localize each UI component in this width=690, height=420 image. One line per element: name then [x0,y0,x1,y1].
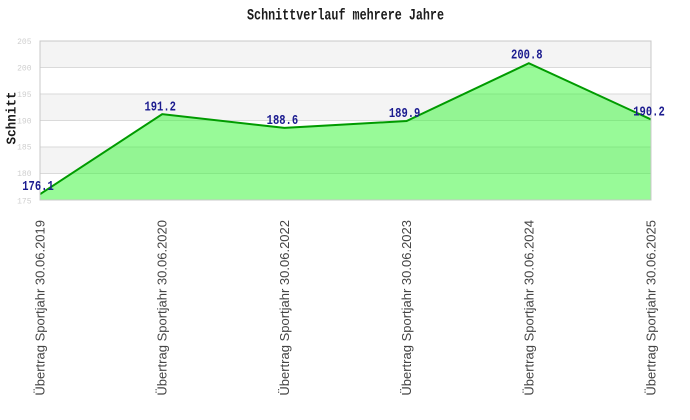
svg-text:176.1: 176.1 [22,180,54,195]
svg-text:190: 190 [17,117,32,126]
svg-text:Übertrag Sportjahr 30.06.2020: Übertrag Sportjahr 30.06.2020 [155,220,170,396]
svg-text:Übertrag Sportjahr 30.06.2022: Übertrag Sportjahr 30.06.2022 [277,220,292,396]
svg-text:Schnittverlauf mehrere Jahre: Schnittverlauf mehrere Jahre [247,7,444,25]
svg-text:Übertrag Sportjahr 30.06.2023: Übertrag Sportjahr 30.06.2023 [399,220,414,396]
svg-text:190.2: 190.2 [633,105,665,120]
svg-text:175: 175 [17,198,32,207]
svg-text:185: 185 [17,144,32,153]
svg-text:191.2: 191.2 [144,101,176,116]
svg-text:205: 205 [17,38,32,47]
svg-text:Übertrag Sportjahr 30.06.2024: Übertrag Sportjahr 30.06.2024 [521,220,536,396]
svg-text:200.8: 200.8 [511,49,543,64]
svg-text:Übertrag Sportjahr 30.06.2025: Übertrag Sportjahr 30.06.2025 [644,220,659,396]
svg-text:Übertrag Sportjahr 30.06.2019: Übertrag Sportjahr 30.06.2019 [33,220,48,396]
svg-text:Schnitt: Schnitt [5,92,21,145]
svg-text:195: 195 [17,91,32,100]
svg-text:200: 200 [17,65,32,74]
svg-text:188.6: 188.6 [267,114,299,129]
svg-text:180: 180 [17,170,32,179]
svg-text:189.9: 189.9 [389,107,421,122]
